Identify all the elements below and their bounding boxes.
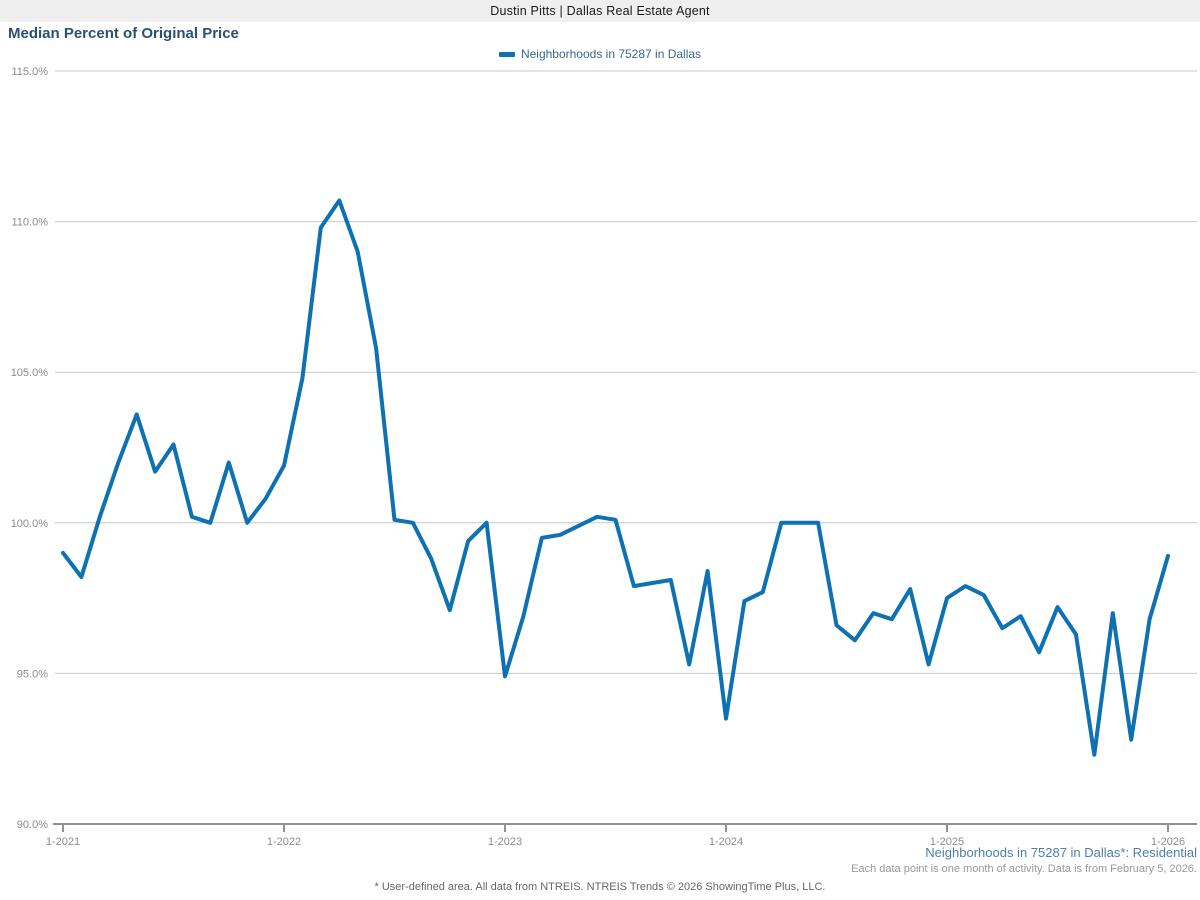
series-line: [61, 198, 1170, 757]
series-note: Neighborhoods in 75287 in Dallas*: Resid…: [925, 845, 1197, 860]
x-tick-label: 1-2024: [709, 836, 743, 848]
header-bar: Dustin Pitts | Dallas Real Estate Agent: [0, 0, 1200, 22]
data-note: Each data point is one month of activity…: [851, 863, 1197, 875]
y-tick-label: 100.0%: [11, 518, 49, 530]
y-tick-label: 95.0%: [17, 668, 48, 680]
x-tick-label: 1-2021: [46, 836, 80, 848]
legend-label: Neighborhoods in 75287 in Dallas: [520, 47, 702, 61]
footer-disclaimer: * User-defined area. All data from NTREI…: [374, 881, 826, 893]
x-tick-label: 1-2025: [930, 836, 964, 848]
y-tick-label: 110.0%: [12, 217, 49, 229]
y-tick-label: 90.0%: [17, 819, 48, 831]
y-tick-label: 115.0%: [12, 66, 49, 78]
chart-title: Median Percent of Original Price: [8, 25, 239, 42]
x-tick-label: 1-2026: [1151, 836, 1185, 848]
x-tick-label: 1-2022: [267, 836, 301, 848]
chart-canvas[interactable]: 115.0% 110.0% 105.0% 100.0% 95.0% 90.0% 1-2021…: [0, 0, 1200, 852]
legend: Neighborhoods in 75287 in Dallas: [0, 47, 1200, 61]
y-tick-label: 105.0%: [11, 367, 49, 379]
brand-text: Dustin Pitts | Dallas Real Estate Agent: [490, 4, 710, 18]
x-tick-label: 1-2023: [488, 836, 522, 848]
legend-line-swatch: [498, 51, 515, 57]
